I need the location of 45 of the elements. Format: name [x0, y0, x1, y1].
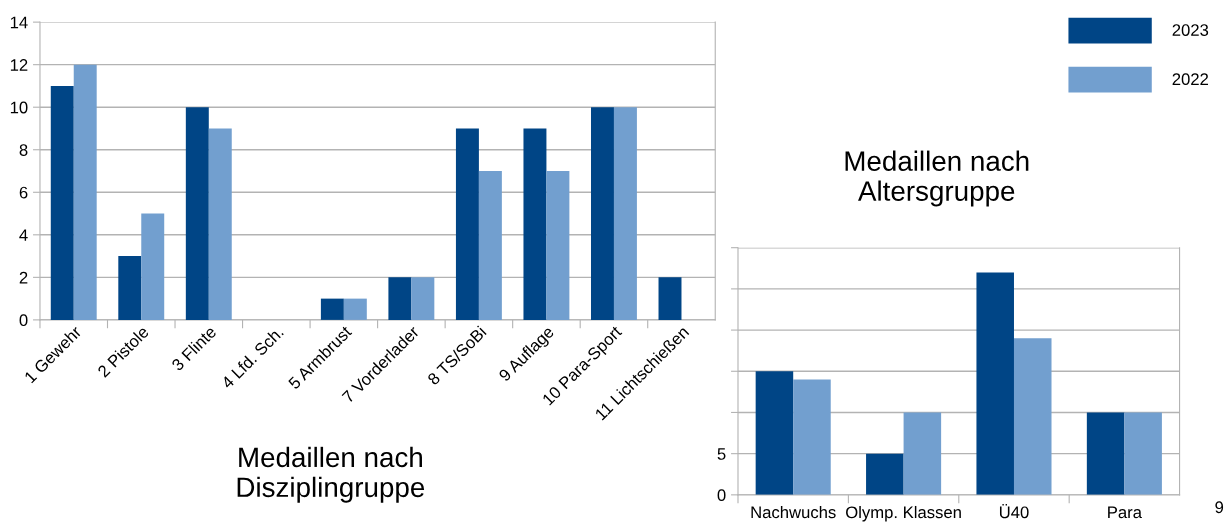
bar: [591, 107, 614, 320]
bar: [455, 128, 479, 320]
bar: [658, 277, 682, 320]
bar: [546, 171, 570, 320]
y-tick-label: 14: [10, 16, 28, 29]
x-tick-label: Ü40: [999, 504, 1029, 519]
bar: [478, 171, 502, 320]
y-tick-label: 0: [19, 314, 28, 327]
bar: [903, 412, 942, 495]
bar: [793, 379, 831, 495]
bar: [866, 453, 904, 495]
bar: [1124, 412, 1162, 495]
bar: [73, 64, 97, 320]
bar: [208, 128, 232, 320]
bar: [320, 298, 344, 320]
bar: [185, 107, 209, 320]
bar: [755, 371, 794, 495]
text: Medaillen nach Disziplingruppe: [237, 446, 425, 503]
bar: [411, 277, 435, 320]
legend-label: 2022: [1172, 73, 1209, 86]
y-tick-label: 0: [717, 489, 726, 502]
y-tick-label: 10: [10, 101, 28, 114]
bar: [1013, 338, 1052, 495]
bar: [141, 213, 165, 320]
x-tick-label: Para: [1108, 506, 1142, 519]
y-tick-label: 2: [19, 271, 28, 284]
y-tick-label: 4: [19, 229, 28, 241]
bar: [343, 298, 367, 320]
y-tick-label: 5: [717, 448, 726, 460]
y-tick-label: 6: [19, 186, 28, 199]
y-tick-label: 12: [10, 59, 28, 71]
bar: [613, 107, 637, 320]
bar: [388, 277, 412, 320]
x-tick-label: 4 Lfd. Sch.: [220, 325, 284, 390]
x-tick-label: Nachwuchs: [751, 505, 836, 519]
bar: [1086, 412, 1125, 495]
bar: [118, 256, 142, 320]
x-tick-label: Olymp. Klassen: [846, 505, 961, 522]
bar: [50, 85, 74, 320]
bar: [523, 128, 547, 320]
y-tick-label: 8: [19, 144, 28, 156]
legend-label: 2023: [1172, 24, 1209, 36]
bar: [976, 272, 1014, 495]
text: 9: [1215, 501, 1224, 514]
chart-title: Medaillen nach Altersgruppe: [845, 150, 1029, 207]
